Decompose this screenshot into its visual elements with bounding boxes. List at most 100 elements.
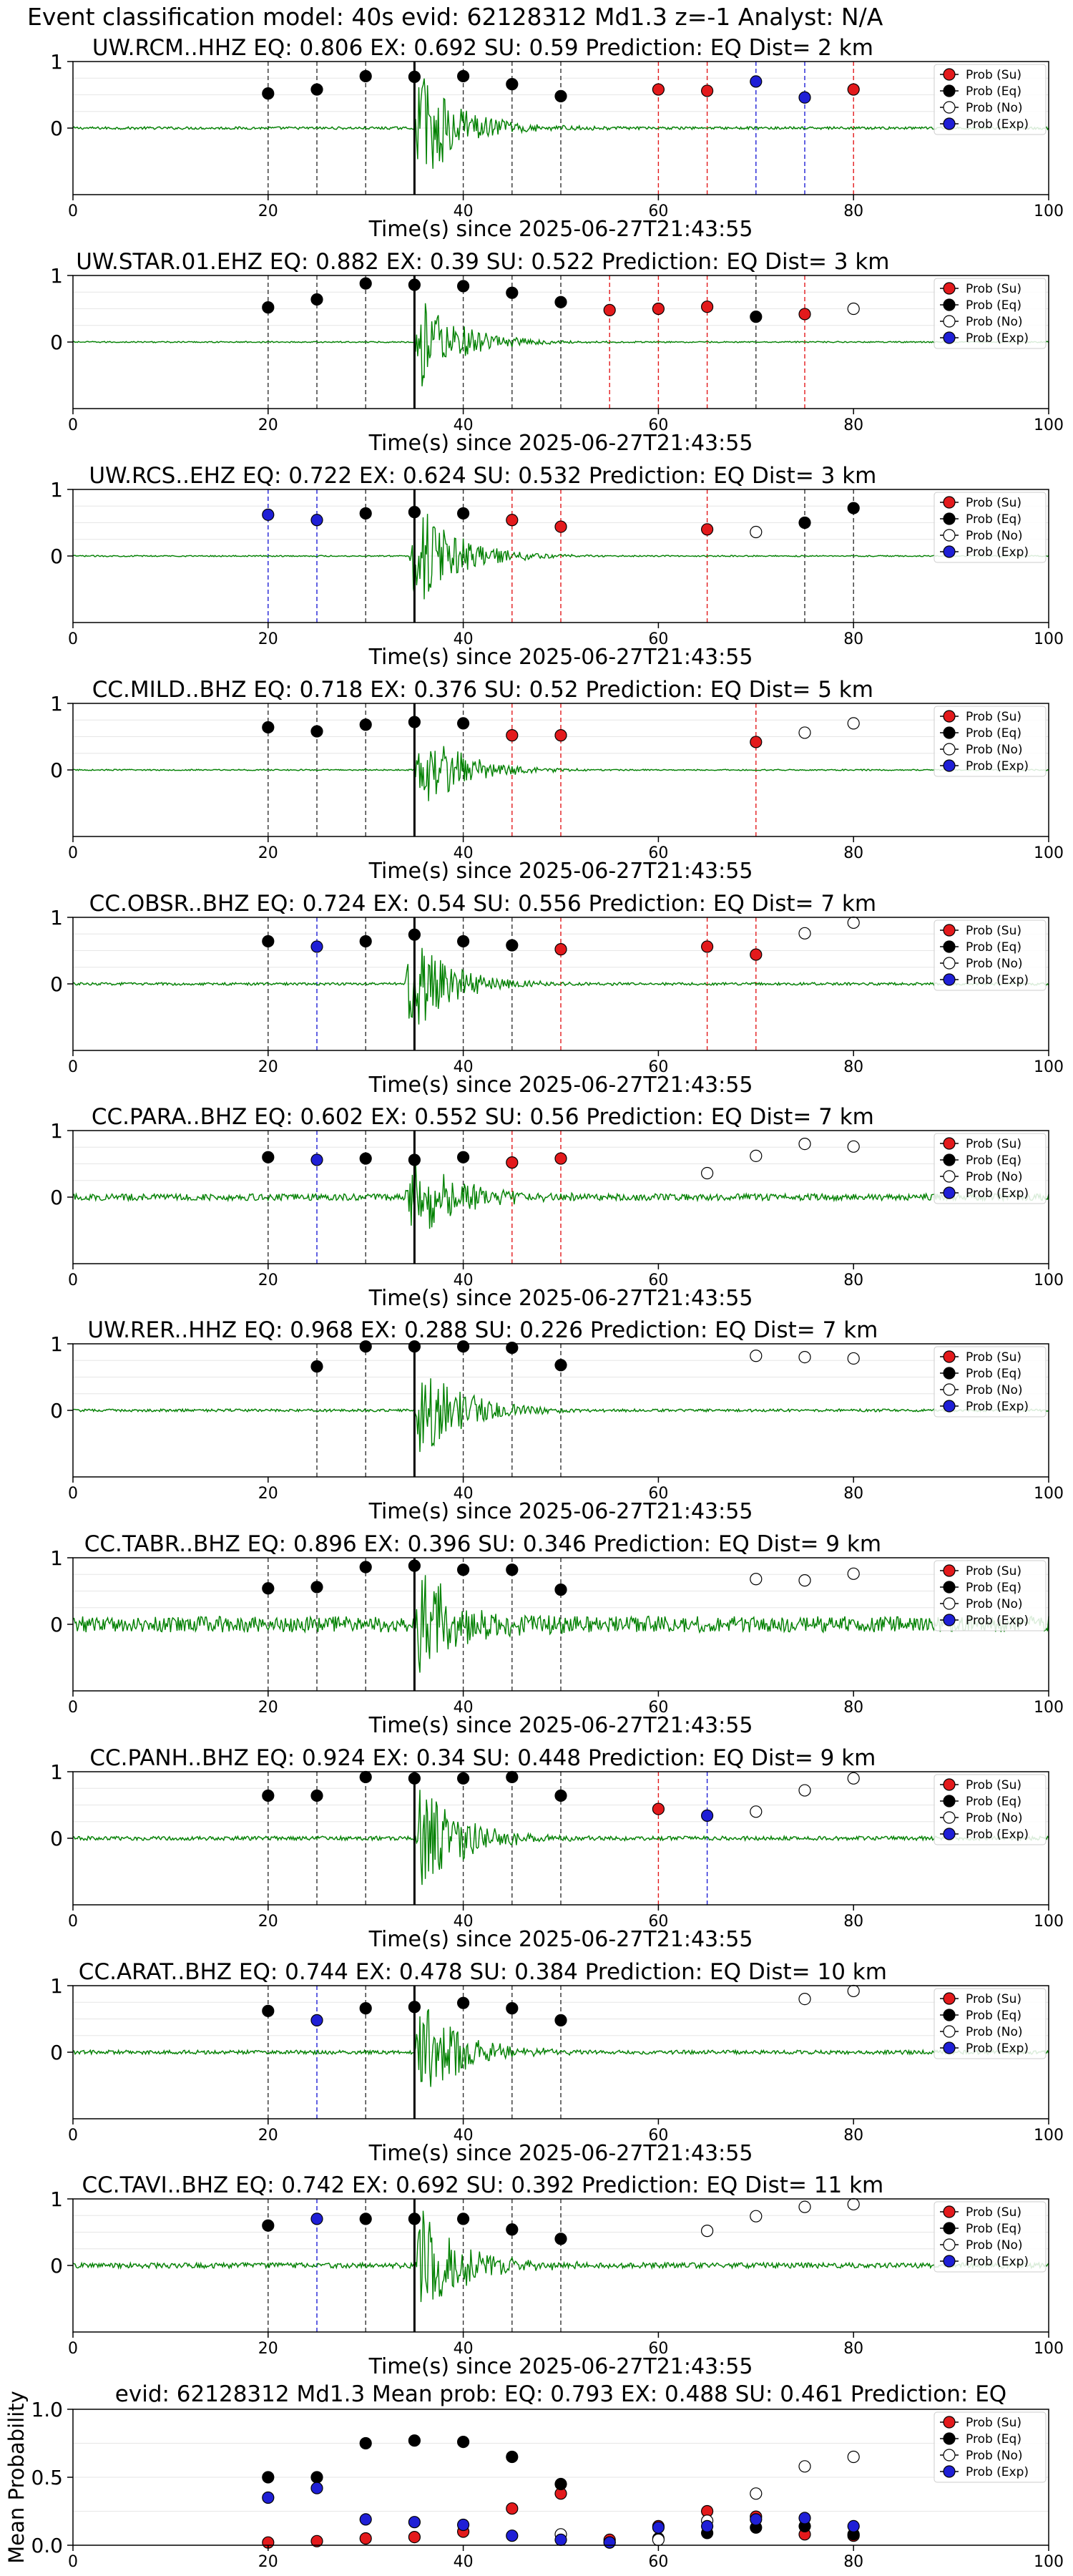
legend-label-exp: Prob (Exp)	[966, 331, 1029, 346]
legend-marker-eq	[943, 512, 956, 525]
prob-point-eq	[750, 311, 763, 323]
legend-marker-eq	[943, 1153, 956, 1166]
mean-point-no	[652, 2533, 665, 2546]
prob-point-su	[603, 303, 616, 316]
station-panel: CC.MILD..BHZ EQ: 0.718 EX: 0.376 SU: 0.5…	[50, 677, 1064, 884]
legend-label-su: Prob (Su)	[966, 282, 1021, 296]
legend-label-exp: Prob (Exp)	[966, 2255, 1029, 2269]
prob-point-eq	[310, 83, 323, 96]
mean-point-eq	[262, 2471, 275, 2484]
mean-point-su	[408, 2531, 421, 2544]
legend-marker-eq	[943, 1795, 956, 1807]
legend-label-no: Prob (No)	[966, 315, 1023, 329]
x-tick-label: 40	[454, 630, 474, 648]
prob-point-no	[750, 2210, 763, 2223]
x-tick-label: 20	[258, 1699, 278, 1717]
prob-point-eq	[456, 1563, 470, 1576]
waveform-trace	[72, 514, 1049, 600]
legend-marker-exp	[943, 2041, 956, 2054]
prob-point-su	[554, 729, 567, 742]
prob-point-exp	[262, 508, 275, 521]
legend-box	[934, 278, 1047, 349]
legend-label-no: Prob (No)	[966, 2025, 1023, 2039]
legend-marker-exp	[943, 1186, 956, 1199]
legend-marker-eq	[943, 1367, 956, 1380]
x-axis-label: Time(s) since 2025-06-27T21:43:55	[368, 859, 753, 884]
waveform-trace	[72, 947, 1049, 1025]
prob-point-su	[554, 1152, 567, 1165]
prob-point-no	[700, 2225, 714, 2238]
waveform-trace	[72, 1575, 1049, 1673]
x-tick-label: 20	[258, 1272, 278, 1289]
station-panel: CC.ARAT..BHZ EQ: 0.744 EX: 0.478 SU: 0.3…	[50, 1959, 1064, 2166]
x-tick-label: 20	[258, 1058, 278, 1076]
y-axis-label: Mean Probability	[4, 2391, 29, 2564]
prob-point-eq	[359, 1340, 372, 1353]
x-tick-label: 20	[258, 844, 278, 862]
prob-point-su	[506, 729, 519, 742]
prob-point-eq	[408, 1559, 421, 1572]
prob-point-eq	[310, 1789, 323, 1802]
prob-point-su	[506, 1156, 519, 1169]
mean-point-exp	[506, 2529, 519, 2542]
station-panel: CC.PARA..BHZ EQ: 0.602 EX: 0.552 SU: 0.5…	[50, 1104, 1064, 1311]
prob-point-eq	[310, 1581, 323, 1594]
legend-marker-no	[943, 2025, 956, 2038]
prob-point-eq	[262, 87, 275, 100]
prob-point-eq	[456, 507, 470, 520]
legend-marker-exp	[943, 117, 956, 130]
prob-point-eq	[554, 1584, 567, 1596]
x-tick-label: 80	[843, 630, 863, 648]
legend-marker-exp	[943, 1400, 956, 1413]
legend-marker-su	[943, 1350, 956, 1363]
legend-box	[934, 1346, 1047, 1418]
legend-marker-no	[943, 1811, 956, 1824]
x-tick-label: 60	[648, 2553, 668, 2571]
prob-point-eq	[408, 70, 421, 83]
station-panel: UW.STAR.01.EHZ EQ: 0.882 EX: 0.39 SU: 0.…	[50, 249, 1064, 456]
mean-point-exp	[262, 2491, 275, 2504]
prob-point-eq	[262, 721, 275, 734]
prob-point-eq	[506, 1563, 519, 1576]
panel-title: UW.RER..HHZ EQ: 0.968 EX: 0.288 SU: 0.22…	[87, 1317, 878, 1343]
legend-marker-no	[943, 2449, 956, 2462]
prob-point-eq	[554, 2233, 567, 2245]
legend-marker-no	[943, 1597, 956, 1610]
y-tick-label: 1	[50, 1760, 63, 1784]
station-panels: UW.RCM..HHZ EQ: 0.806 EX: 0.692 SU: 0.59…	[4, 35, 1064, 2571]
x-tick-label: 80	[843, 203, 863, 220]
legend-marker-eq	[943, 2432, 956, 2445]
mean-point-su	[506, 2502, 519, 2515]
x-tick-label: 40	[454, 1485, 474, 1503]
prob-point-su	[750, 948, 763, 961]
prob-point-eq	[262, 1789, 275, 1802]
legend-label-eq: Prob (Eq)	[966, 1795, 1021, 1809]
x-tick-label: 40	[454, 844, 474, 862]
mean-point-exp	[456, 2518, 470, 2532]
x-tick-label: 60	[648, 416, 668, 434]
prob-point-eq	[310, 725, 323, 738]
y-tick-label: 1	[50, 478, 63, 502]
x-tick-label: 40	[454, 1272, 474, 1289]
waveform-trace	[72, 746, 1049, 801]
prob-point-exp	[310, 2212, 323, 2225]
y-tick-label: 1	[50, 1119, 63, 1143]
x-tick-label: 0	[68, 1699, 78, 1717]
prob-point-eq	[359, 718, 372, 731]
prob-point-eq	[456, 280, 470, 293]
prob-point-eq	[456, 1151, 470, 1163]
prob-point-eq	[506, 939, 519, 952]
x-tick-label: 0	[68, 416, 78, 434]
x-tick-label: 80	[843, 1485, 863, 1503]
prob-point-exp	[310, 1153, 323, 1166]
prob-point-eq	[408, 2001, 421, 2014]
prob-point-no	[847, 1352, 860, 1365]
mean-point-exp	[652, 2521, 665, 2534]
legend-marker-exp	[943, 2465, 956, 2478]
x-tick-label: 80	[843, 1058, 863, 1076]
x-tick-label: 40	[454, 1058, 474, 1076]
y-tick-label: 0	[50, 758, 63, 782]
legend-marker-eq	[943, 2009, 956, 2021]
x-tick-label: 40	[454, 1913, 474, 1931]
panel-title: CC.MILD..BHZ EQ: 0.718 EX: 0.376 SU: 0.5…	[92, 677, 873, 703]
